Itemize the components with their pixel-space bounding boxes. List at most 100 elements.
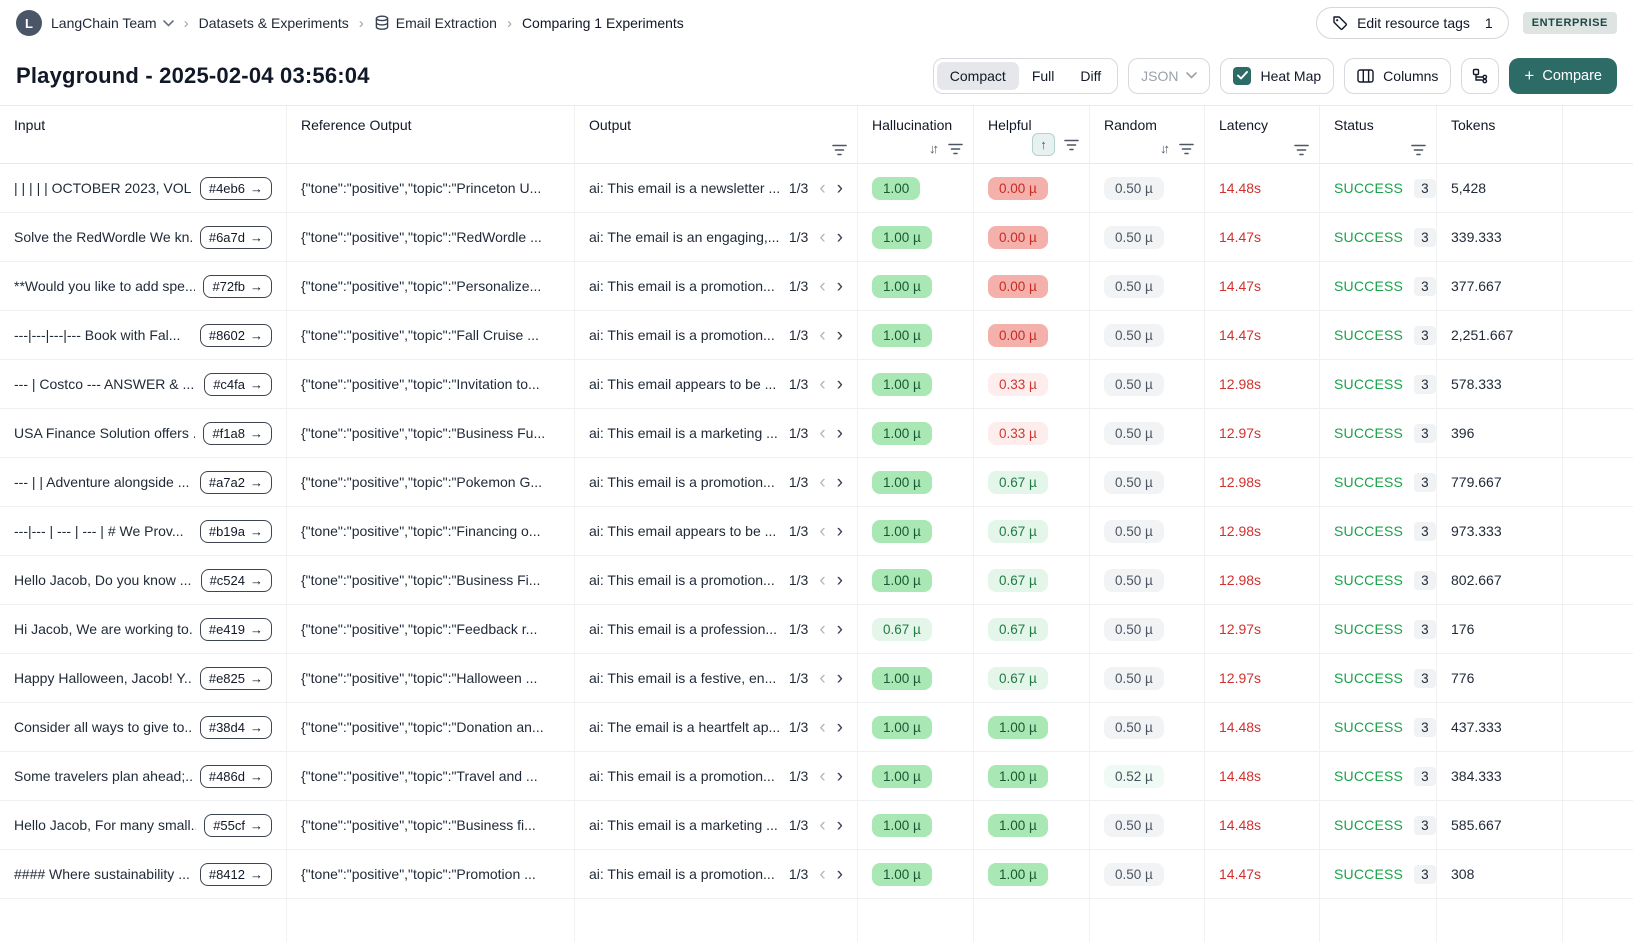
previous-output-button[interactable]: ‹ [819,275,826,297]
next-output-button[interactable]: › [836,520,843,542]
status-count-badge[interactable]: 3 [1414,521,1436,541]
hallucination-score[interactable]: 1.00 µ [872,372,932,396]
status-count-badge[interactable]: 3 [1414,717,1436,737]
hallucination-score[interactable]: 1.00 µ [872,568,932,592]
team-avatar[interactable]: L [16,10,42,36]
example-link-badge[interactable]: #e419 → [199,617,272,641]
json-dropdown[interactable]: JSON [1128,57,1211,94]
tree-view-button[interactable] [1461,57,1500,94]
random-score[interactable]: 0.50 µ [1104,617,1164,641]
random-score[interactable]: 0.50 µ [1104,470,1164,494]
table-row[interactable]: Hello Jacob, Do you know ... #c524 → {"t… [0,556,1633,605]
example-link-badge[interactable]: #c4fa → [204,372,272,396]
table-row[interactable]: Hello Jacob, For many small... #55cf → {… [0,801,1633,850]
sort-icon[interactable]: ↓↑ [1160,141,1170,156]
example-link-badge[interactable]: #e825 → [199,666,272,690]
helpful-score[interactable]: 0.00 µ [988,274,1048,298]
status-count-badge[interactable]: 3 [1414,668,1436,688]
helpful-score[interactable]: 0.67 µ [988,568,1048,592]
next-output-button[interactable]: › [836,569,843,591]
team-switcher[interactable]: LangChain Team [51,15,174,31]
status-count-badge[interactable]: 3 [1414,619,1436,639]
next-output-button[interactable]: › [836,275,843,297]
previous-output-button[interactable]: ‹ [819,667,826,689]
example-link-badge[interactable]: #38d4 → [199,715,272,739]
next-output-button[interactable]: › [836,863,843,885]
next-output-button[interactable]: › [836,373,843,395]
filter-icon[interactable] [1179,143,1194,155]
hallucination-score[interactable]: 1.00 µ [872,715,932,739]
previous-output-button[interactable]: ‹ [819,471,826,493]
table-row[interactable]: **Would you like to add spe... #72fb → {… [0,262,1633,311]
table-row[interactable]: Some travelers plan ahead;... #486d → {"… [0,752,1633,801]
status-count-badge[interactable]: 3 [1414,276,1436,296]
status-count-badge[interactable]: 3 [1414,766,1436,786]
random-score[interactable]: 0.50 µ [1104,372,1164,396]
next-output-button[interactable]: › [836,177,843,199]
random-score[interactable]: 0.50 µ [1104,176,1164,200]
status-count-badge[interactable]: 3 [1414,570,1436,590]
random-score[interactable]: 0.50 µ [1104,813,1164,837]
table-row[interactable]: USA Finance Solution offers ... #f1a8 → … [0,409,1633,458]
hallucination-score[interactable]: 1.00 µ [872,274,932,298]
filter-icon[interactable] [948,143,963,155]
status-count-badge[interactable]: 3 [1414,178,1436,198]
helpful-score[interactable]: 0.33 µ [988,372,1048,396]
hallucination-score[interactable]: 0.67 µ [872,617,932,641]
table-row[interactable]: Solve the RedWordle We kn... #6a7d → {"t… [0,213,1633,262]
hallucination-score[interactable]: 1.00 µ [872,225,932,249]
random-score[interactable]: 0.50 µ [1104,862,1164,886]
helpful-score[interactable]: 1.00 µ [988,862,1048,886]
status-count-badge[interactable]: 3 [1414,815,1436,835]
view-mode-compact[interactable]: Compact [936,61,1019,90]
next-output-button[interactable]: › [836,226,843,248]
filter-icon[interactable] [1411,144,1426,156]
view-mode-full[interactable]: Full [1031,67,1055,84]
helpful-score[interactable]: 0.00 µ [988,176,1048,200]
random-score[interactable]: 0.50 µ [1104,323,1164,347]
previous-output-button[interactable]: ‹ [819,716,826,738]
next-output-button[interactable]: › [836,422,843,444]
helpful-score[interactable]: 0.67 µ [988,470,1048,494]
example-link-badge[interactable]: #f1a8 → [203,421,272,445]
edit-resource-tags-button[interactable]: Edit resource tags 1 [1316,7,1509,39]
helpful-score[interactable]: 0.67 µ [988,666,1048,690]
status-count-badge[interactable]: 3 [1414,864,1436,884]
hallucination-score[interactable]: 1.00 µ [872,666,932,690]
previous-output-button[interactable]: ‹ [819,863,826,885]
table-row[interactable]: #### Where sustainability ... #8412 → {"… [0,850,1633,899]
hallucination-score[interactable]: 1.00 µ [872,862,932,886]
next-output-button[interactable]: › [836,618,843,640]
previous-output-button[interactable]: ‹ [819,373,826,395]
view-mode-diff[interactable]: Diff [1080,67,1102,84]
random-score[interactable]: 0.50 µ [1104,274,1164,298]
table-row[interactable]: Consider all ways to give to... #38d4 → … [0,703,1633,752]
previous-output-button[interactable]: ‹ [819,618,826,640]
compare-button[interactable]: + Compare [1509,57,1617,94]
columns-button[interactable]: Columns [1344,57,1452,94]
helpful-score[interactable]: 1.00 µ [988,813,1048,837]
helpful-score[interactable]: 0.00 µ [988,225,1048,249]
breadcrumb-dataset[interactable]: Email Extraction [374,15,497,31]
example-link-badge[interactable]: #c524 → [200,568,272,592]
table-row[interactable]: --- | Costco --- ANSWER & ... #c4fa → {"… [0,360,1633,409]
hallucination-score[interactable]: 1.00 [872,176,921,200]
helpful-score[interactable]: 0.33 µ [988,421,1048,445]
example-link-badge[interactable]: #6a7d → [199,225,272,249]
table-row[interactable]: ---|---|---|--- Book with Fal... #8602 →… [0,311,1633,360]
example-link-badge[interactable]: #486d → [199,764,272,788]
next-output-button[interactable]: › [836,667,843,689]
table-row[interactable]: | | | | | OCTOBER 2023, VOL... #4eb6 → {… [0,164,1633,213]
random-score[interactable]: 0.50 µ [1104,225,1164,249]
previous-output-button[interactable]: ‹ [819,814,826,836]
example-link-badge[interactable]: #b19a → [199,519,272,543]
helpful-score[interactable]: 1.00 µ [988,715,1048,739]
example-link-badge[interactable]: #55cf → [204,813,272,837]
sort-icon[interactable]: ↓↑ [929,141,939,156]
filter-icon[interactable] [1064,139,1079,151]
filter-icon[interactable] [1294,144,1309,156]
next-output-button[interactable]: › [836,471,843,493]
table-row[interactable]: ---|--- | --- | --- | # We Prov... #b19a… [0,507,1633,556]
previous-output-button[interactable]: ‹ [819,520,826,542]
hallucination-score[interactable]: 1.00 µ [872,421,932,445]
